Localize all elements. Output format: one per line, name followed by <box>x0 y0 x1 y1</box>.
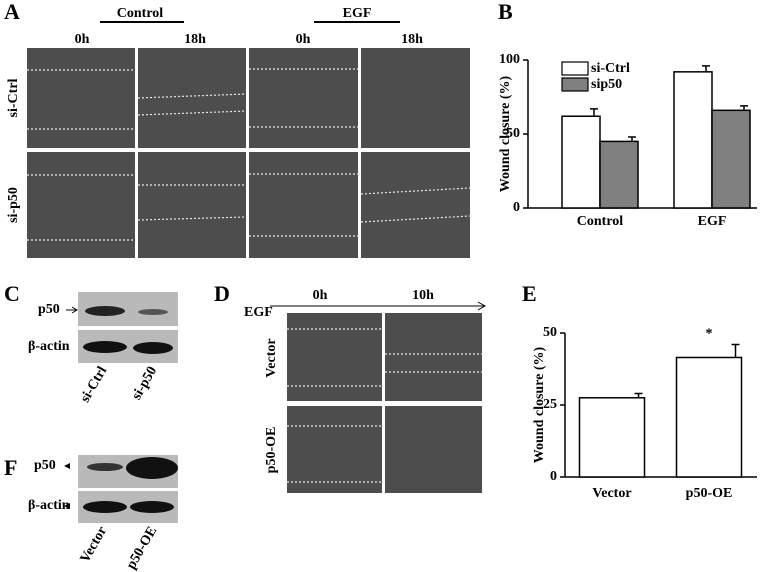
y-tick-label: 0 <box>550 469 557 484</box>
micrograph <box>361 48 470 148</box>
panel-c: C p50 β-actin si-Ctrl si-p50 <box>4 281 178 405</box>
row-label: Vector <box>264 338 279 377</box>
micrograph <box>287 313 382 401</box>
micrograph <box>385 313 482 401</box>
x-tick-label: EGF <box>698 214 727 229</box>
panel-label: B <box>498 0 513 24</box>
x-tick-label: p50-OE <box>686 486 733 501</box>
error-bar <box>590 108 598 117</box>
error-bar <box>702 65 710 72</box>
treatment-label: EGF <box>244 305 273 320</box>
time-label: 18h <box>184 32 206 47</box>
band-label: β-actin <box>28 339 70 354</box>
error-bar <box>628 136 636 142</box>
x-tick-label: Vector <box>592 486 631 501</box>
panel-f: F p50 β-actin Vector p50-OE <box>4 455 178 572</box>
group-label: EGF <box>343 6 372 21</box>
bar <box>673 71 713 209</box>
legend-label: si-Ctrl <box>591 61 630 76</box>
bar <box>711 109 751 209</box>
band-label: p50 <box>38 302 60 317</box>
y-tick-label: 50 <box>506 126 520 141</box>
lane-label: p50-OE <box>124 524 160 572</box>
micrograph <box>27 152 135 258</box>
annotation: * <box>706 327 713 342</box>
panel-a: A Control EGF 0h 18h 0h 18h si-Ctrl si-p… <box>4 0 471 258</box>
legend-label: sip50 <box>591 77 622 92</box>
error-bar <box>634 392 643 398</box>
bar <box>561 115 601 209</box>
panel-label: E <box>522 281 537 306</box>
time-label: 0h <box>296 32 311 47</box>
legend-swatch <box>561 61 589 76</box>
y-tick-label: 50 <box>543 325 557 340</box>
y-axis-label: Wound closure (%) <box>532 346 547 463</box>
lane-label: si-Ctrl <box>78 364 110 405</box>
bar <box>675 356 743 478</box>
micrograph <box>249 152 358 258</box>
time-label: 0h <box>75 32 90 47</box>
bar <box>599 140 639 209</box>
time-label: 0h <box>313 288 328 303</box>
micrograph <box>249 48 358 148</box>
micrograph <box>287 406 382 493</box>
panel-label: C <box>4 281 20 306</box>
micrograph <box>138 48 246 148</box>
legend-swatch <box>561 77 589 92</box>
band-label: p50 <box>34 458 56 473</box>
panel-label: D <box>214 281 230 306</box>
panel-d: D EGF 0h 10h Vector p50-OE <box>214 281 487 493</box>
micrograph <box>138 152 246 258</box>
time-label: 18h <box>401 32 423 47</box>
y-tick-label: 25 <box>543 397 557 412</box>
band-label: β-actin <box>28 498 70 513</box>
error-bar <box>731 343 740 358</box>
row-label: p50-OE <box>264 427 279 474</box>
x-tick-label: Control <box>577 214 624 229</box>
y-tick-label: 100 <box>499 52 520 67</box>
time-label: 10h <box>412 288 434 303</box>
y-tick-label: 0 <box>513 200 520 215</box>
panel-label: A <box>4 0 20 24</box>
micrograph <box>385 406 482 493</box>
lane-label: Vector <box>78 524 111 565</box>
panel-label: F <box>4 455 17 480</box>
micrograph <box>27 48 135 148</box>
y-axis-label: Wound closure (%) <box>498 75 513 192</box>
group-label: Control <box>117 6 164 21</box>
error-bar <box>740 105 748 111</box>
row-label: si-Ctrl <box>6 78 21 117</box>
micrograph <box>361 152 470 258</box>
row-label: si-p50 <box>6 187 21 223</box>
bar <box>578 397 646 478</box>
lane-label: si-p50 <box>129 364 160 403</box>
